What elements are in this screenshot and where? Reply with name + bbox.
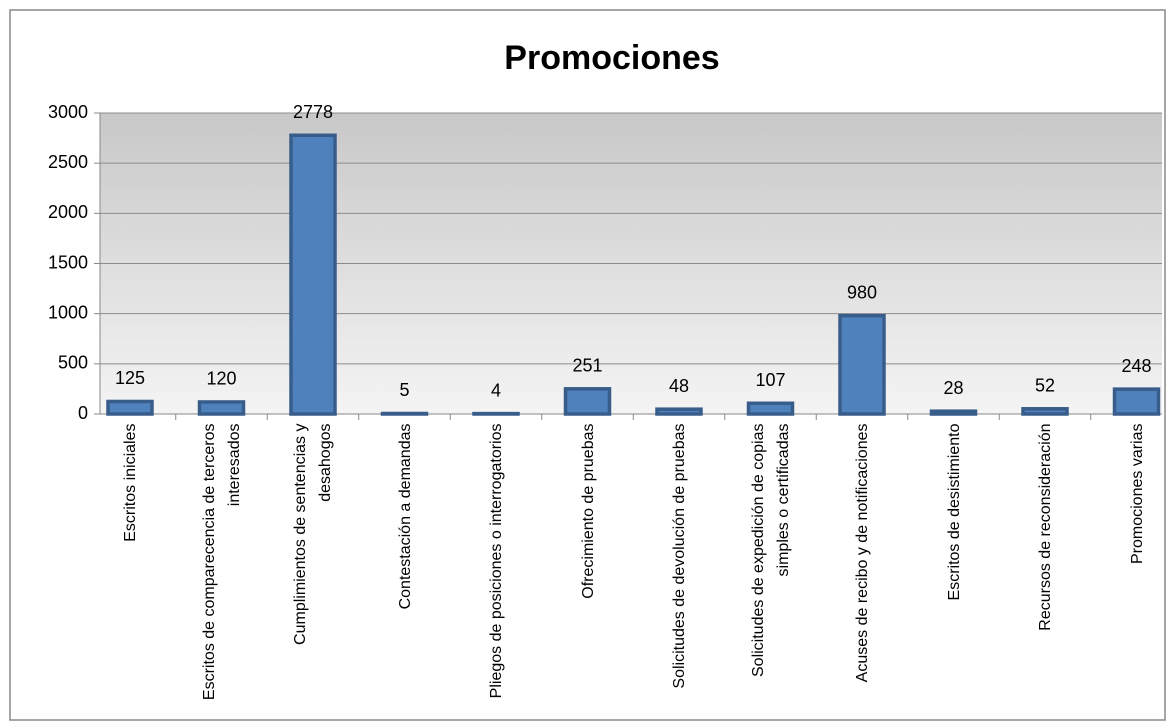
value-label: 48 xyxy=(669,376,689,396)
value-label: 5 xyxy=(399,380,409,400)
x-tick-label: Promociones varias xyxy=(1128,423,1145,565)
value-label: 125 xyxy=(115,368,145,388)
y-tick-label: 500 xyxy=(58,353,88,373)
bar xyxy=(838,313,886,416)
bar xyxy=(563,387,612,416)
value-label: 248 xyxy=(1121,356,1151,376)
y-tick-label: 0 xyxy=(78,403,88,423)
value-label: 28 xyxy=(943,378,963,398)
value-label: 2778 xyxy=(293,102,333,122)
x-tick-label: Escritos iniciales xyxy=(121,423,139,542)
x-tick-label: Contestación a demandas xyxy=(396,423,413,610)
bar xyxy=(1021,407,1069,416)
y-tick-label: 3000 xyxy=(48,102,88,122)
bar xyxy=(1112,387,1161,416)
bar xyxy=(929,409,978,416)
bar xyxy=(197,400,246,416)
bar xyxy=(655,407,703,416)
bar xyxy=(746,401,795,416)
bar xyxy=(106,399,154,416)
bar xyxy=(289,133,337,416)
y-tick-label: 2000 xyxy=(48,202,88,222)
x-tick-label: Solicitudes de expedición de copias simp… xyxy=(749,423,792,678)
x-tick-label: Recursos de reconsideración xyxy=(1036,423,1054,631)
x-tick-label: Escritos de comparecencia de terceros in… xyxy=(200,423,243,701)
y-tick-label: 1500 xyxy=(48,252,88,272)
x-tick-label: Pliegos de posiciones o interrogatorios xyxy=(487,423,505,699)
x-tick-label: Acuses de recibo y de notificaciones xyxy=(853,423,871,683)
bar xyxy=(380,411,429,416)
value-label: 52 xyxy=(1035,376,1055,396)
x-tick-label: Escritos de desistimiento xyxy=(945,423,962,601)
value-label: 980 xyxy=(847,282,877,302)
x-tick-label: Cumplimientos de sentencias y desahogos xyxy=(292,423,334,645)
value-label: 107 xyxy=(755,370,785,390)
chart-title: Promociones xyxy=(504,39,719,77)
x-tick-label: Solicitudes de devolución de pruebas xyxy=(670,423,688,689)
value-label: 4 xyxy=(491,380,501,400)
value-label: 120 xyxy=(206,369,236,389)
y-tick-label: 1000 xyxy=(48,302,88,322)
value-label: 251 xyxy=(572,356,602,376)
y-tick-label: 2500 xyxy=(48,152,88,172)
x-tick-label: Ofrecimiento de pruebas xyxy=(579,423,596,599)
